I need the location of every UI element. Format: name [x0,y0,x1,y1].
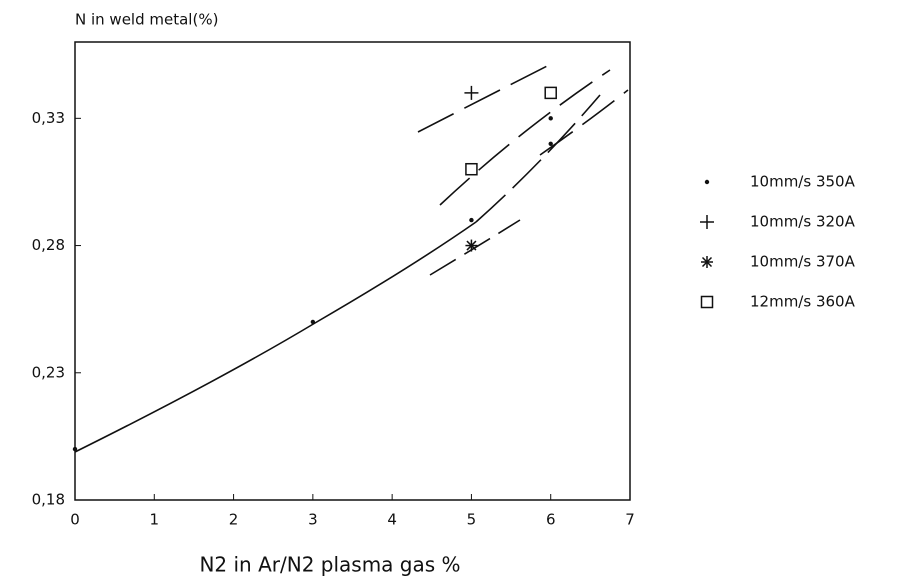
fit-curve [74,221,477,453]
marker-dot [548,141,553,146]
x-tick-label: 2 [229,511,239,529]
y-tick-label: 0,23 [32,363,65,381]
x-tick-label: 4 [387,511,397,529]
y-tick-label: 0,28 [32,236,65,254]
point [465,239,478,252]
legend-marker [701,256,713,268]
fit-curve [439,69,611,206]
legend-marker [700,215,714,229]
point [548,141,553,146]
marker-dot [469,217,474,223]
x-tick-label: 1 [150,511,160,529]
legend-label: 10mm/s 370A [750,253,856,271]
point [469,217,474,223]
point [548,116,553,121]
fit-curves [74,61,629,453]
y-axis-title: N in weld metal(%) [75,11,218,29]
fit-curve [539,89,629,156]
marker-dot [548,116,553,121]
x-tick-label: 7 [625,511,635,529]
legend-label: 12mm/s 360A [750,293,856,311]
plot-frame [74,41,631,501]
x-tick-label: 5 [467,511,477,529]
marker-square [465,162,478,176]
point [544,86,557,100]
marker-dot [704,179,710,185]
legend-marker [700,295,714,309]
x-tick-label: 0 [70,511,80,529]
marker-square [544,86,557,100]
legend-label: 10mm/s 350A [750,173,856,191]
y-tick-label: 0,33 [32,109,65,127]
point [464,85,479,100]
marker-dot [72,446,78,452]
y-tick-label: 0,18 [32,491,65,509]
point [465,162,478,176]
point [72,446,78,452]
marker-dot [310,319,316,325]
marker-stroke [701,256,713,268]
x-tick-label: 6 [546,511,556,529]
point [310,319,316,325]
x-tick-label: 3 [308,511,318,529]
legend-marker [704,179,710,185]
marker-square [700,295,714,309]
fit-curve [475,94,601,223]
legend-label: 10mm/s 320A [750,213,856,231]
x-axis-title: N2 in Ar/N2 plasma gas % [199,553,460,577]
fit-curve [417,61,556,133]
fit-curve [429,219,521,276]
marker-stroke [466,240,477,251]
